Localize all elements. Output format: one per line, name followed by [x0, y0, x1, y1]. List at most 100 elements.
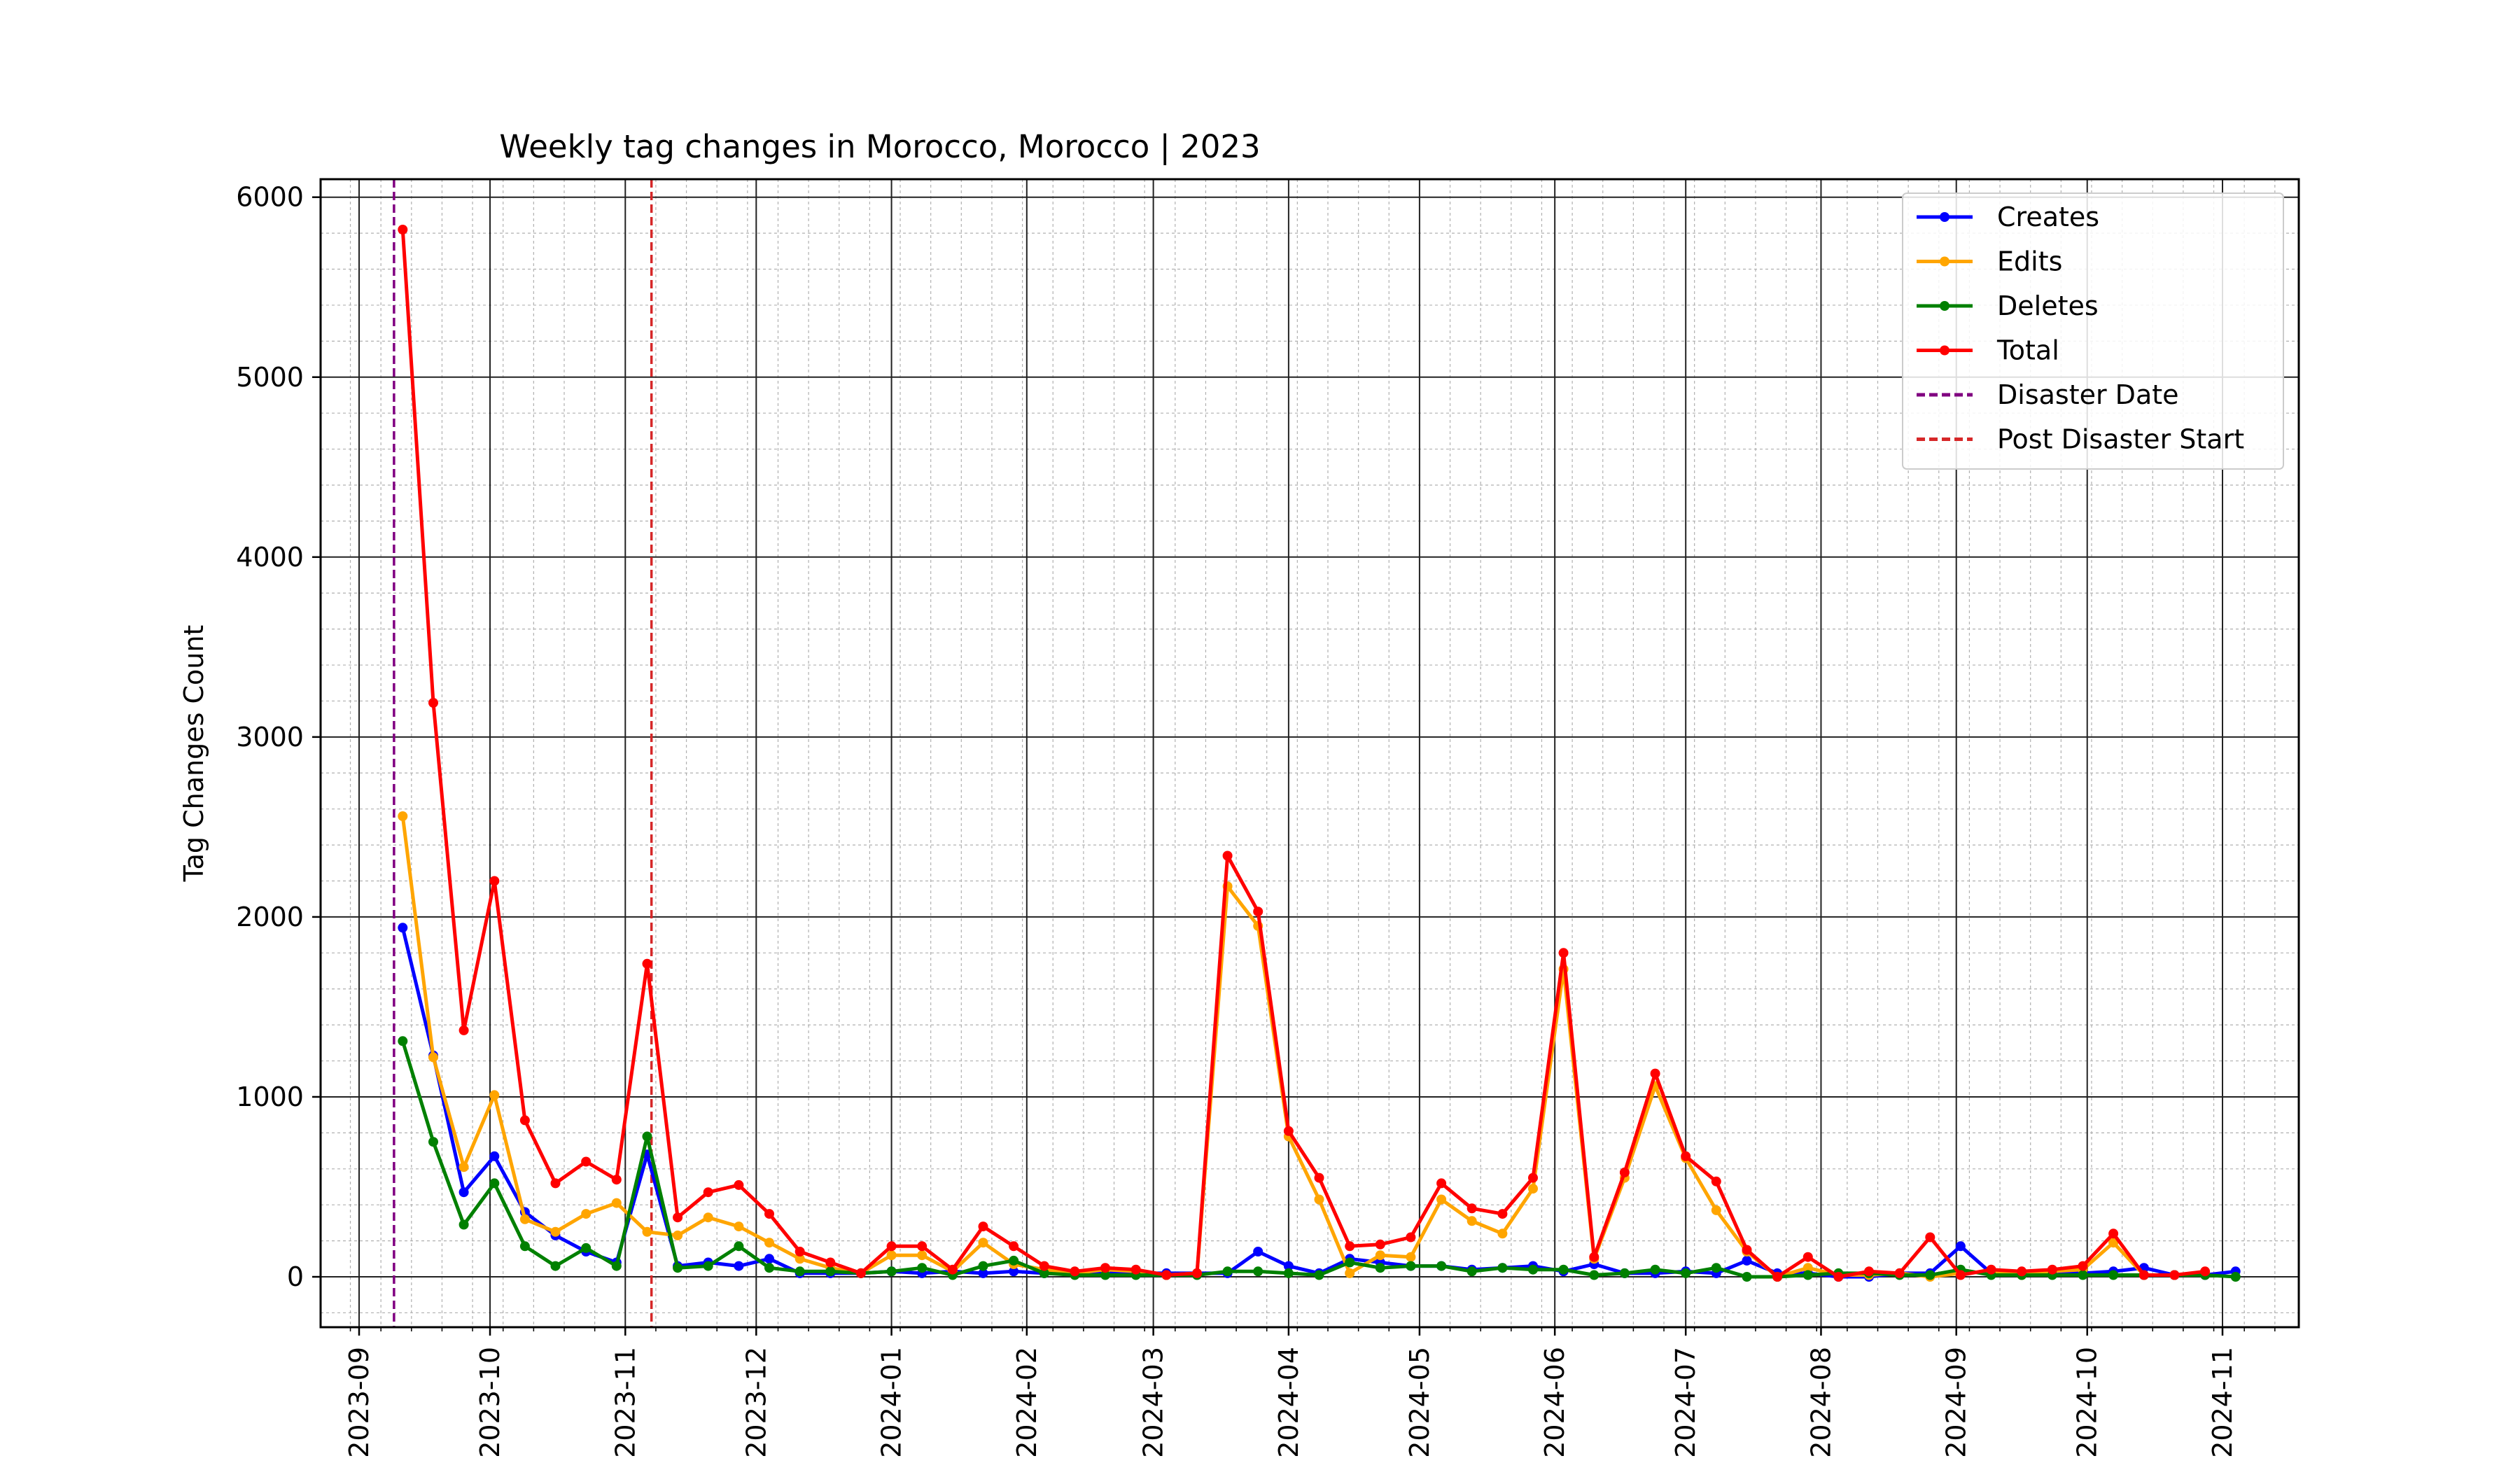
data-point-deletes	[1619, 1268, 1630, 1278]
data-point-deletes	[734, 1241, 744, 1252]
data-point-edits	[734, 1222, 744, 1232]
data-point-deletes	[1345, 1257, 1355, 1268]
data-point-deletes	[1925, 1270, 1935, 1280]
data-point-total	[1192, 1268, 1202, 1278]
data-point-deletes	[764, 1263, 774, 1273]
data-point-deletes	[1466, 1266, 1477, 1277]
data-point-creates	[398, 923, 408, 933]
y-axis-label: Tag Changes Count	[178, 625, 209, 883]
data-point-deletes	[489, 1178, 500, 1189]
data-point-edits	[2108, 1238, 2119, 1248]
data-point-total	[1436, 1178, 1447, 1189]
x-tick-label: 2023-09	[344, 1347, 374, 1458]
data-point-deletes	[1650, 1264, 1660, 1275]
legend-label-deletes: Deletes	[1997, 290, 2099, 321]
data-point-edits	[703, 1212, 713, 1223]
data-point-deletes	[1711, 1263, 1721, 1273]
data-point-total	[1894, 1268, 1905, 1278]
data-point-total	[703, 1187, 713, 1198]
data-point-deletes	[1314, 1270, 1324, 1280]
x-tick-label: 2024-05	[1404, 1347, 1435, 1458]
data-point-total	[2078, 1261, 2088, 1271]
data-point-deletes	[642, 1131, 652, 1142]
legend: Creates Edits Deletes Total Disaster Date Pos…	[1902, 192, 2284, 470]
data-point-total	[1375, 1239, 1385, 1250]
x-tick-label: 2024-01	[876, 1347, 907, 1458]
data-point-deletes	[581, 1242, 592, 1253]
data-point-edits	[1466, 1216, 1477, 1226]
y-tick-label: 3000	[236, 722, 304, 752]
data-point-edits	[1802, 1263, 1813, 1273]
data-point-deletes	[1802, 1270, 1813, 1280]
data-point-edits	[1406, 1252, 1416, 1262]
data-point-total	[1314, 1172, 1324, 1183]
x-tick-label: 2024-07	[1670, 1347, 1701, 1458]
data-point-edits	[794, 1254, 805, 1264]
data-point-total	[1253, 906, 1264, 917]
data-point-deletes	[1222, 1266, 1233, 1277]
data-point-creates	[1742, 1255, 1752, 1266]
data-point-edits	[642, 1226, 652, 1237]
data-point-deletes	[1009, 1255, 1019, 1266]
legend-label-creates: Creates	[1997, 202, 2099, 232]
x-tick-label: 2024-04	[1273, 1347, 1304, 1458]
data-point-edits	[1528, 1184, 1538, 1194]
x-tick-label: 2023-11	[610, 1347, 640, 1458]
data-point-total	[1130, 1264, 1141, 1275]
x-tick-label: 2023-10	[475, 1347, 505, 1458]
data-point-edits	[978, 1238, 988, 1248]
legend-items: Creates Edits Deletes Total Disaster Date Pos…	[1917, 202, 2244, 455]
x-axis: 2023-09 2023-10 2023-11 2023-12 2024-01 2024-…	[344, 1327, 2276, 1458]
data-point-total	[611, 1175, 622, 1185]
data-point-creates	[764, 1254, 774, 1264]
legend-label-total: Total	[1996, 335, 2059, 366]
data-point-total	[1619, 1167, 1630, 1177]
x-tick-label: 2024-09	[1941, 1347, 1972, 1458]
legend-marker-creates	[1940, 212, 1949, 222]
data-point-deletes	[519, 1241, 530, 1252]
data-point-total	[1864, 1266, 1874, 1277]
x-tick-label: 2024-06	[1539, 1347, 1570, 1458]
data-point-total	[794, 1247, 805, 1256]
data-point-total	[825, 1257, 836, 1268]
data-point-total	[2108, 1228, 2119, 1239]
y-tick-label: 0	[287, 1261, 304, 1292]
data-point-creates	[489, 1151, 500, 1161]
data-point-edits	[458, 1162, 469, 1172]
data-point-total	[764, 1209, 774, 1219]
data-point-total	[1283, 1126, 1294, 1136]
data-point-total	[1466, 1203, 1477, 1214]
x-tick-label: 2024-10	[2072, 1347, 2103, 1458]
data-point-edits	[550, 1226, 561, 1237]
data-point-edits	[673, 1230, 683, 1240]
data-point-edits	[611, 1198, 622, 1208]
y-tick-label: 4000	[236, 542, 304, 573]
data-point-deletes	[1742, 1272, 1752, 1282]
legend-marker-edits	[1940, 256, 1949, 267]
data-point-edits	[886, 1250, 897, 1261]
data-point-total	[1681, 1151, 1691, 1161]
data-point-deletes	[917, 1263, 927, 1273]
data-point-deletes	[1375, 1263, 1385, 1273]
plot-frame	[319, 178, 2300, 1329]
series-line-total	[400, 229, 2206, 1279]
data-point-edits	[428, 1052, 438, 1063]
data-point-deletes	[1558, 1264, 1569, 1275]
data-point-total	[1070, 1266, 1080, 1277]
data-point-edits	[1375, 1250, 1385, 1261]
data-point-total	[1833, 1272, 1844, 1282]
legend-label-post-disaster-start: Post Disaster Start	[1997, 424, 2244, 455]
data-point-creates	[978, 1268, 988, 1278]
data-point-creates	[1009, 1266, 1019, 1277]
legend-frame	[1902, 192, 2284, 470]
data-point-deletes	[1589, 1270, 1600, 1280]
data-point-total	[1802, 1252, 1813, 1262]
data-point-creates	[734, 1261, 744, 1271]
data-point-deletes	[978, 1261, 988, 1271]
data-point-edits	[519, 1214, 530, 1224]
data-point-edits	[1436, 1194, 1447, 1205]
data-point-edits	[1345, 1268, 1355, 1278]
data-point-deletes	[428, 1137, 438, 1147]
legend-marker-total	[1940, 345, 1949, 356]
data-point-total	[1100, 1263, 1110, 1273]
